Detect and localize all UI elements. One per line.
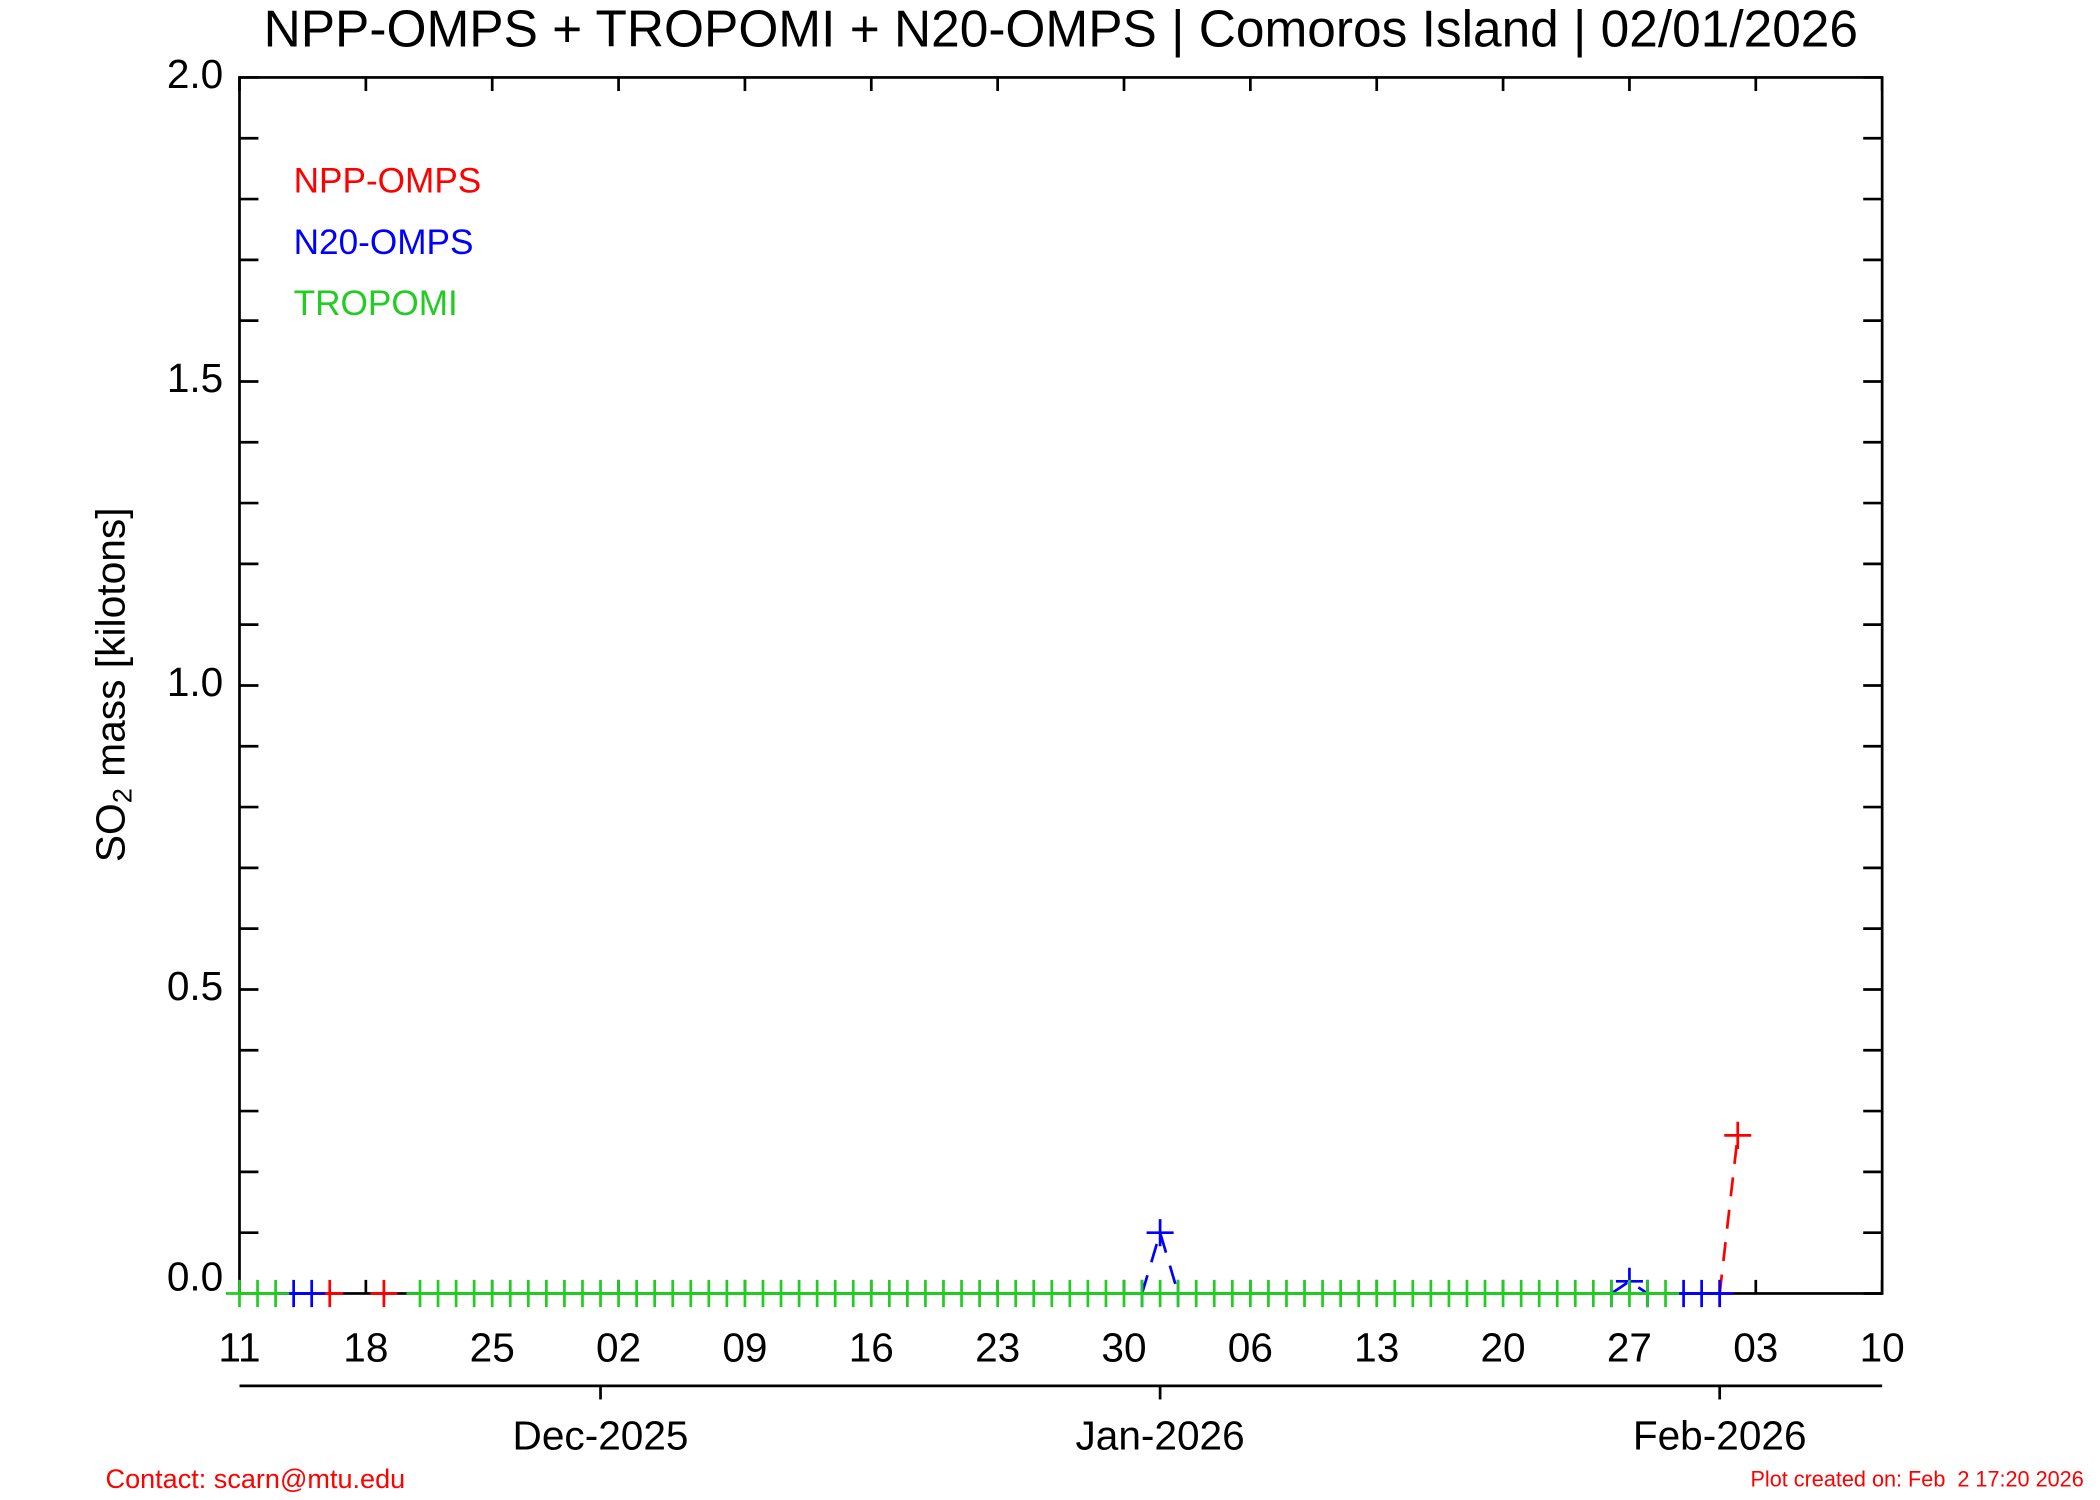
series-marker bbox=[1146, 1219, 1174, 1247]
footer-contact: Contact: scarn@mtu.edu bbox=[106, 1463, 406, 1494]
x-tick-label: 30 bbox=[1101, 1324, 1146, 1370]
series-marker bbox=[1724, 1121, 1752, 1149]
y-tick-label: 1.0 bbox=[167, 659, 223, 705]
legend-label: NPP-OMPS bbox=[294, 162, 482, 201]
x-tick-label: 06 bbox=[1228, 1324, 1273, 1370]
month-label: Jan-2026 bbox=[1076, 1413, 1245, 1459]
x-tick-label: 10 bbox=[1860, 1324, 1905, 1370]
x-tick-label: 11 bbox=[218, 1324, 260, 1370]
series-marker bbox=[298, 1279, 326, 1308]
y-label-part: SO bbox=[87, 803, 133, 862]
x-tick-label: 16 bbox=[849, 1324, 894, 1370]
series-marker bbox=[1706, 1279, 1734, 1308]
series-line bbox=[293, 1227, 1720, 1295]
legend-label: TROPOMI bbox=[294, 284, 458, 323]
series-marker bbox=[1652, 1279, 1680, 1308]
month-label: Dec-2025 bbox=[513, 1413, 689, 1459]
month-label: Feb-2026 bbox=[1633, 1413, 1807, 1459]
legend-label: N20-OMPS bbox=[294, 223, 474, 262]
y-tick-label: 2.0 bbox=[167, 51, 223, 97]
series-marker bbox=[370, 1279, 398, 1308]
y-tick-label: 0.5 bbox=[167, 963, 223, 1009]
x-tick-label: 09 bbox=[722, 1324, 767, 1370]
x-tick-label: 02 bbox=[596, 1324, 641, 1370]
y-axis-label: SO2 mass [kilotons] bbox=[87, 507, 137, 862]
x-tick-label: 03 bbox=[1733, 1324, 1778, 1370]
y-label-subscript: 2 bbox=[107, 788, 138, 803]
series-line bbox=[1718, 1135, 1740, 1294]
y-label-part: mass [kilotons] bbox=[87, 507, 133, 788]
x-tick-label: 23 bbox=[975, 1324, 1020, 1370]
x-tick-label: 13 bbox=[1354, 1324, 1399, 1370]
x-tick-label: 18 bbox=[343, 1324, 388, 1370]
y-tick-label: 1.5 bbox=[167, 355, 223, 401]
footer-timestamp: Plot created on: Feb 2 17:20 2026 bbox=[1750, 1467, 2083, 1492]
plot-frame bbox=[238, 76, 1884, 1295]
chart-title: NPP-OMPS + TROPOMI + N20-OMPS | Comoros … bbox=[264, 0, 1858, 57]
x-tick-label: 20 bbox=[1481, 1324, 1526, 1370]
x-tick-label: 25 bbox=[470, 1324, 515, 1370]
y-tick-label: 0.0 bbox=[167, 1254, 223, 1300]
series-marker bbox=[262, 1279, 290, 1308]
x-tick-label: 27 bbox=[1607, 1324, 1652, 1370]
